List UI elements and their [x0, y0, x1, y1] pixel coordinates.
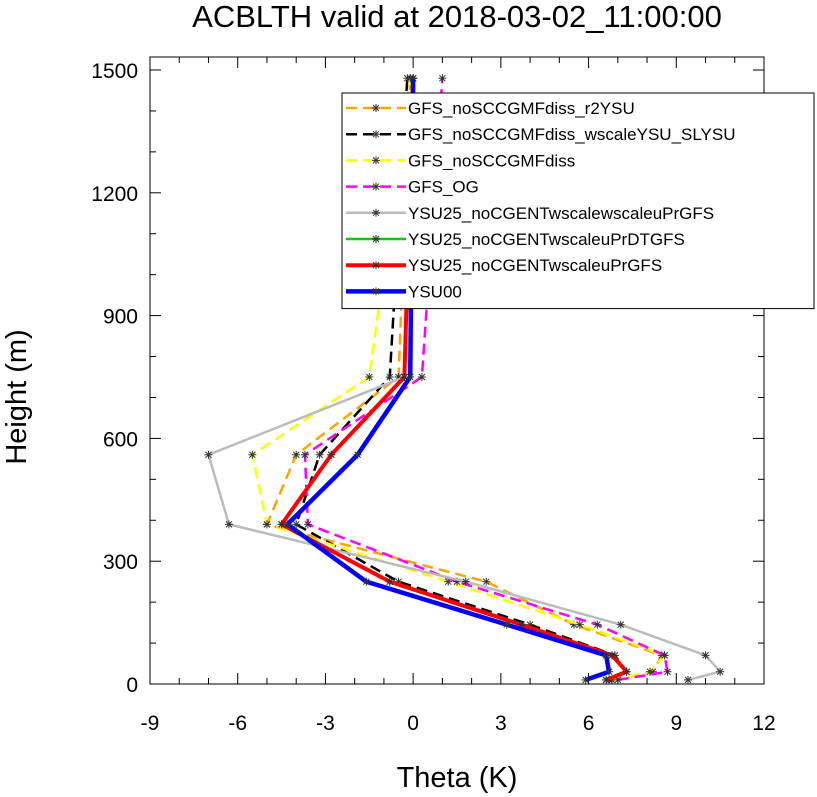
legend-label: YSU25_noCGENTwscaleuPrDTGFS [408, 230, 685, 249]
data-point [461, 577, 470, 586]
x-tick-label: -3 [316, 712, 335, 735]
data-point [602, 651, 611, 660]
legend-marker [372, 208, 380, 217]
data-point [292, 450, 301, 459]
data-point [660, 651, 669, 660]
data-point [417, 373, 426, 381]
data-point [663, 667, 672, 676]
data-point [701, 651, 710, 660]
y-tick-label: 1500 [91, 60, 138, 83]
legend-label: GFS_noSCCGMFdiss [408, 151, 575, 170]
data-point [716, 667, 725, 676]
data-point [300, 450, 309, 459]
legend-marker [372, 182, 380, 191]
data-point [292, 520, 301, 529]
x-tick-label: 9 [670, 712, 682, 735]
data-point [365, 373, 374, 381]
axis-ticks: -9 -6 -3 0 3 6 9 12 0 300 600 900 1200 1500 [91, 57, 776, 735]
data-point [593, 620, 602, 629]
series-line-4 [303, 78, 669, 682]
data-point [616, 620, 625, 629]
data-point [385, 577, 394, 586]
data-point [385, 373, 394, 381]
y-axis-label: Height (m) [1, 329, 33, 464]
y-tick-label: 600 [103, 428, 138, 451]
data-point [315, 450, 324, 459]
legend-label: YSU25_noCGENTwscaleuPrGFS [408, 256, 662, 275]
legend-label: YSU00 [408, 282, 462, 301]
legend-box [341, 92, 815, 310]
legend-marker [372, 261, 380, 270]
chart-title: ACBLTH valid at 2018-03-02_11:00:00 [192, 0, 722, 34]
x-tick-label: 0 [407, 712, 419, 735]
x-tick-label: 12 [752, 712, 775, 735]
series-lines [204, 74, 725, 684]
data-point [303, 520, 312, 529]
data-point [502, 620, 511, 629]
x-tick-label: 3 [495, 712, 507, 735]
legend-label: YSU25_noCGENTwscalewscaleuPrGFS [408, 204, 714, 223]
x-tick-label: -9 [141, 712, 160, 735]
data-point [438, 74, 447, 83]
y-tick-label: 0 [126, 674, 138, 697]
data-point [409, 74, 418, 83]
data-point [406, 373, 415, 381]
legend-label: GFS_noSCCGMFdiss_r2YSU [408, 99, 635, 118]
x-tick-label: -6 [228, 712, 247, 735]
x-axis-label: Theta (K) [397, 762, 518, 794]
y-tick-label: 900 [103, 306, 138, 329]
data-point [283, 520, 292, 529]
data-point [204, 450, 213, 459]
legend-marker [372, 156, 380, 165]
legend-marker [372, 130, 380, 139]
legend: GFS_noSCCGMFdiss_r2YSU GFS_noSCCGMFdiss_w… [341, 92, 815, 310]
legend-label: GFS_OG [408, 178, 479, 197]
series-line-1 [265, 78, 663, 682]
legend-marker [372, 287, 380, 296]
data-point [581, 675, 590, 684]
data-point [575, 620, 584, 629]
data-point [262, 520, 271, 529]
plot-frame [149, 56, 765, 685]
data-point [605, 667, 614, 676]
legend-marker [372, 235, 380, 243]
data-point [224, 520, 233, 529]
data-point [683, 675, 692, 684]
data-point [482, 577, 491, 586]
legend-label: GFS_noSCCGMFdiss_wscaleYSU_SLYSU [408, 125, 736, 144]
data-point [622, 667, 631, 676]
y-tick-label: 300 [103, 551, 138, 574]
data-point [248, 450, 257, 459]
data-point [362, 577, 371, 586]
legend-marker [372, 104, 380, 112]
data-point [602, 675, 611, 684]
y-tick-label: 1200 [91, 183, 138, 206]
data-point [327, 450, 336, 459]
data-point [353, 450, 362, 459]
x-tick-label: 6 [583, 712, 595, 735]
